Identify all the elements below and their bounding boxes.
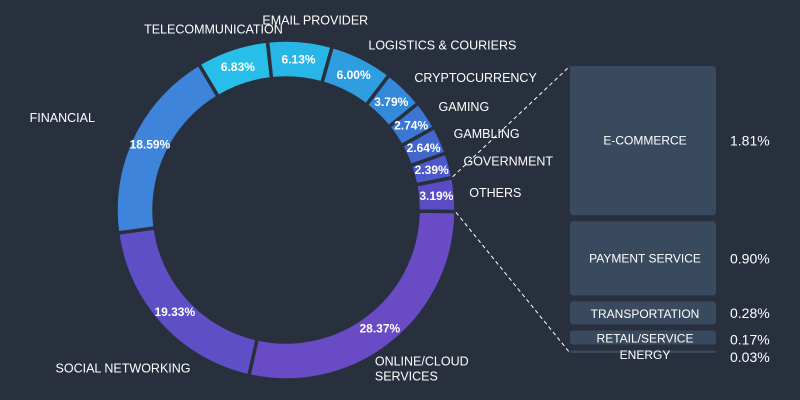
slice-value-financial: 18.59%: [130, 138, 171, 152]
slice-value-cryptocurrency: 3.79%: [374, 95, 408, 109]
connector-line-bottom: [455, 212, 571, 354]
slice-label-social-networking: SOCIAL NETWORKING: [56, 361, 191, 375]
segment-label-retail-service: RETAIL/SERVICE: [597, 332, 694, 346]
slice-label-gaming: GAMING: [438, 100, 489, 114]
segment-retail-service: [570, 330, 716, 345]
slice-value-logistics-couriers: 6.00%: [337, 68, 371, 82]
segment-label-payment-service: PAYMENT SERVICE: [589, 251, 701, 265]
slice-value-gaming: 2.74%: [394, 119, 428, 133]
segment-payment-service: [570, 221, 716, 296]
slice-label-email-provider: EMAIL PROVIDER: [262, 14, 368, 28]
slice-value-telecommunication: 6.83%: [221, 60, 255, 74]
slice-label-online-cloud-services: ONLINE/CLOUD SERVICES: [375, 354, 469, 383]
segment-value-transportation: 0.28%: [730, 305, 770, 321]
segment-label-transportation: TRANSPORTATION: [591, 307, 700, 321]
slice-value-online-cloud-services: 28.37%: [360, 321, 401, 335]
slice-label-telecommunication: TELECOMMUNICATION: [144, 23, 283, 37]
segment-label-energy: ENERGY: [620, 348, 671, 362]
connector-line-top: [452, 65, 571, 178]
segment-transportation: [570, 301, 716, 325]
segment-value-retail-service: 0.17%: [730, 332, 770, 348]
others-breakdown-bar: E-COMMERCE 1.81% PAYMENT SERVICE 0.90% TRANS…: [570, 66, 770, 365]
slice-value-government: 2.39%: [415, 163, 449, 177]
slice-label-logistics-couriers: LOGISTICS & COURIERS: [368, 38, 516, 52]
slice-value-others: 3.19%: [419, 189, 453, 203]
donut-slices: [114, 38, 458, 382]
segment-e-commerce: [570, 66, 716, 216]
slice-label-gambling: GAMBLING: [454, 127, 520, 141]
segment-energy: [570, 350, 716, 353]
slice-label-government: GOVERNMENT: [463, 154, 553, 168]
donut-labels: 28.37% ONLINE/CLOUD SERVICES 19.33% SOCIAL N…: [30, 14, 554, 384]
segment-value-e-commerce: 1.81%: [730, 133, 770, 149]
slice-social-networking: [115, 225, 260, 378]
slice-label-others: OTHERS: [469, 186, 521, 200]
segment-value-energy: 0.03%: [730, 349, 770, 365]
slice-value-email-provider: 6.13%: [282, 53, 316, 67]
slice-value-social-networking: 19.33%: [154, 305, 195, 319]
slice-label-cryptocurrency: CRYPTOCURRENCY: [414, 71, 537, 85]
slice-value-gambling: 2.64%: [407, 141, 441, 155]
segment-label-e-commerce: E-COMMERCE: [603, 134, 686, 148]
slice-label-financial: FINANCIAL: [30, 111, 95, 125]
segment-value-payment-service: 0.90%: [730, 250, 770, 266]
slice-others: [413, 175, 458, 214]
